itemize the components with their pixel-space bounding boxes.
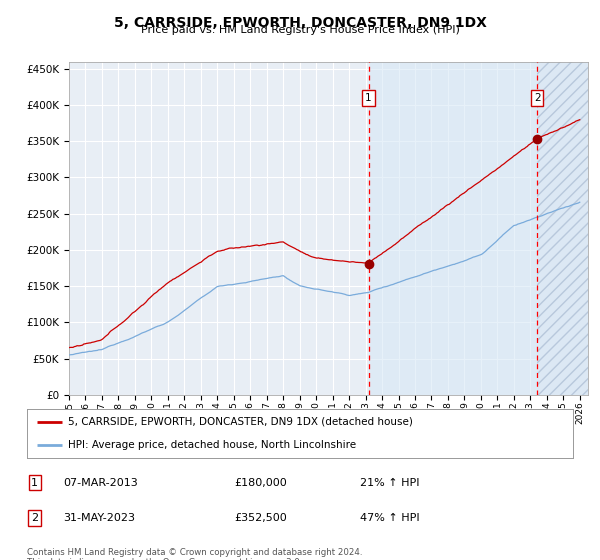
Text: £180,000: £180,000 — [234, 478, 287, 488]
Text: 1: 1 — [365, 94, 372, 103]
Text: 47% ↑ HPI: 47% ↑ HPI — [360, 513, 419, 523]
Text: 31-MAY-2023: 31-MAY-2023 — [63, 513, 135, 523]
Bar — [537, 62, 588, 395]
Text: Contains HM Land Registry data © Crown copyright and database right 2024.
This d: Contains HM Land Registry data © Crown c… — [27, 548, 362, 560]
Text: HPI: Average price, detached house, North Lincolnshire: HPI: Average price, detached house, Nort… — [68, 440, 356, 450]
Text: £352,500: £352,500 — [234, 513, 287, 523]
Text: 2: 2 — [534, 94, 541, 103]
Text: 1: 1 — [31, 478, 38, 488]
Text: 2: 2 — [31, 513, 38, 523]
Text: 07-MAR-2013: 07-MAR-2013 — [63, 478, 138, 488]
Text: 21% ↑ HPI: 21% ↑ HPI — [360, 478, 419, 488]
Text: 5, CARRSIDE, EPWORTH, DONCASTER, DN9 1DX: 5, CARRSIDE, EPWORTH, DONCASTER, DN9 1DX — [113, 16, 487, 30]
Text: Price paid vs. HM Land Registry's House Price Index (HPI): Price paid vs. HM Land Registry's House … — [140, 25, 460, 35]
Bar — [368, 62, 537, 395]
Text: 5, CARRSIDE, EPWORTH, DONCASTER, DN9 1DX (detached house): 5, CARRSIDE, EPWORTH, DONCASTER, DN9 1DX… — [68, 417, 413, 427]
